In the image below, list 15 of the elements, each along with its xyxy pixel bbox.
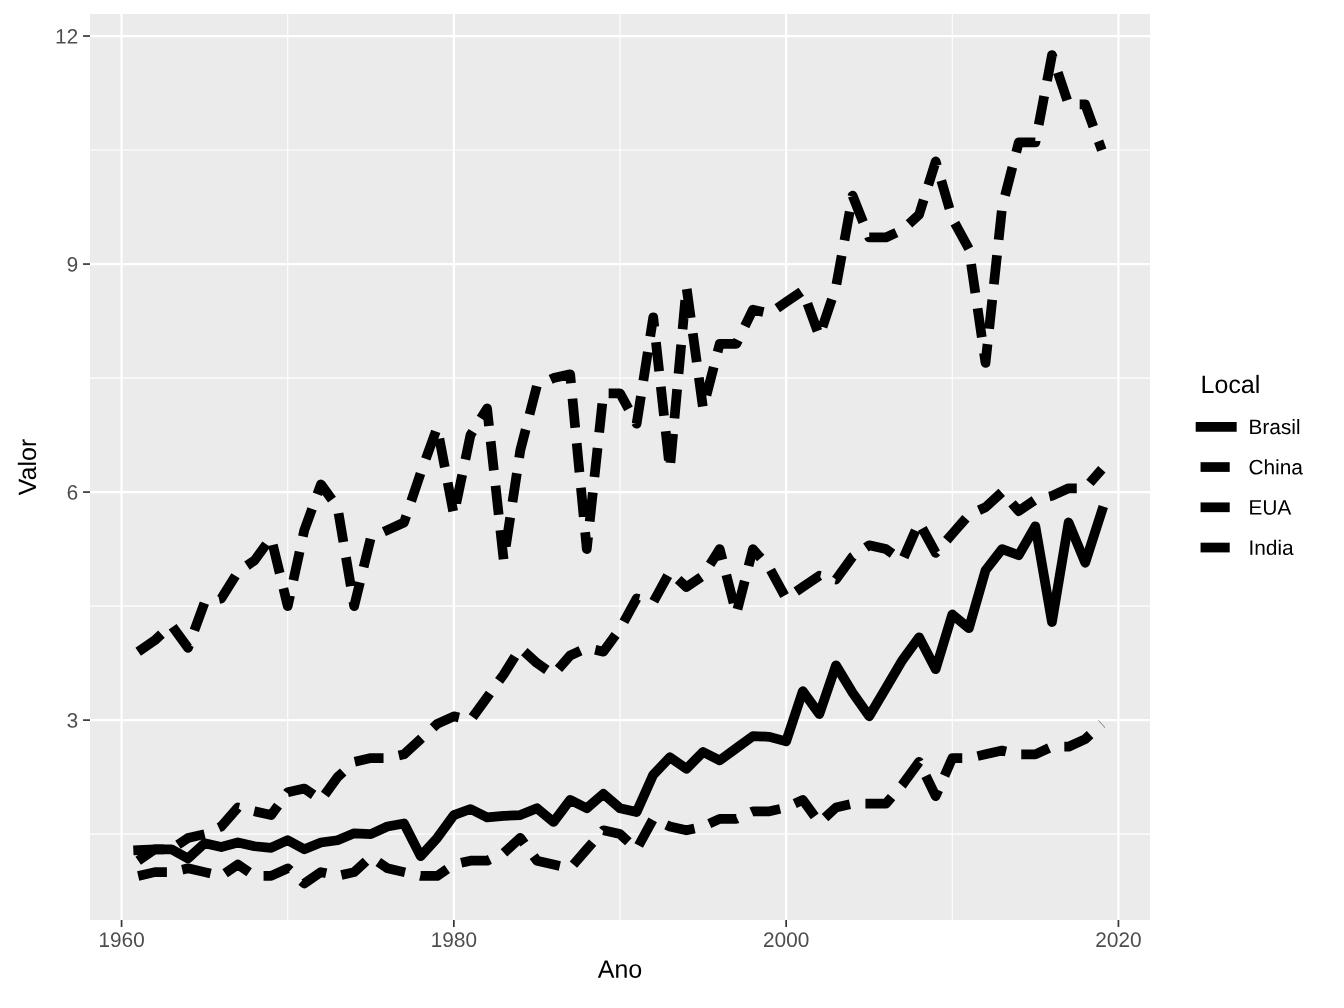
legend-label: Brasil (1250, 418, 1300, 435)
x-tick-label: 2020 (1096, 932, 1141, 948)
legend-label: China (1249, 459, 1303, 475)
y-tick-label: 6 (67, 485, 78, 500)
x-tick-label: 2000 (764, 932, 809, 948)
y-tick-label: 9 (67, 257, 78, 272)
y-tick-label: 12 (56, 29, 78, 44)
legend-title: Local (1202, 374, 1259, 394)
y-tick-label: 3 (67, 713, 78, 728)
legend-label: EUA (1250, 500, 1292, 515)
x-axis-title: Ano (597, 960, 642, 978)
y-axis-title: Valor (17, 439, 37, 496)
x-tick-label: 1960 (99, 932, 144, 948)
x-tick-label: 1980 (432, 932, 477, 948)
legend-label: India (1250, 539, 1294, 556)
